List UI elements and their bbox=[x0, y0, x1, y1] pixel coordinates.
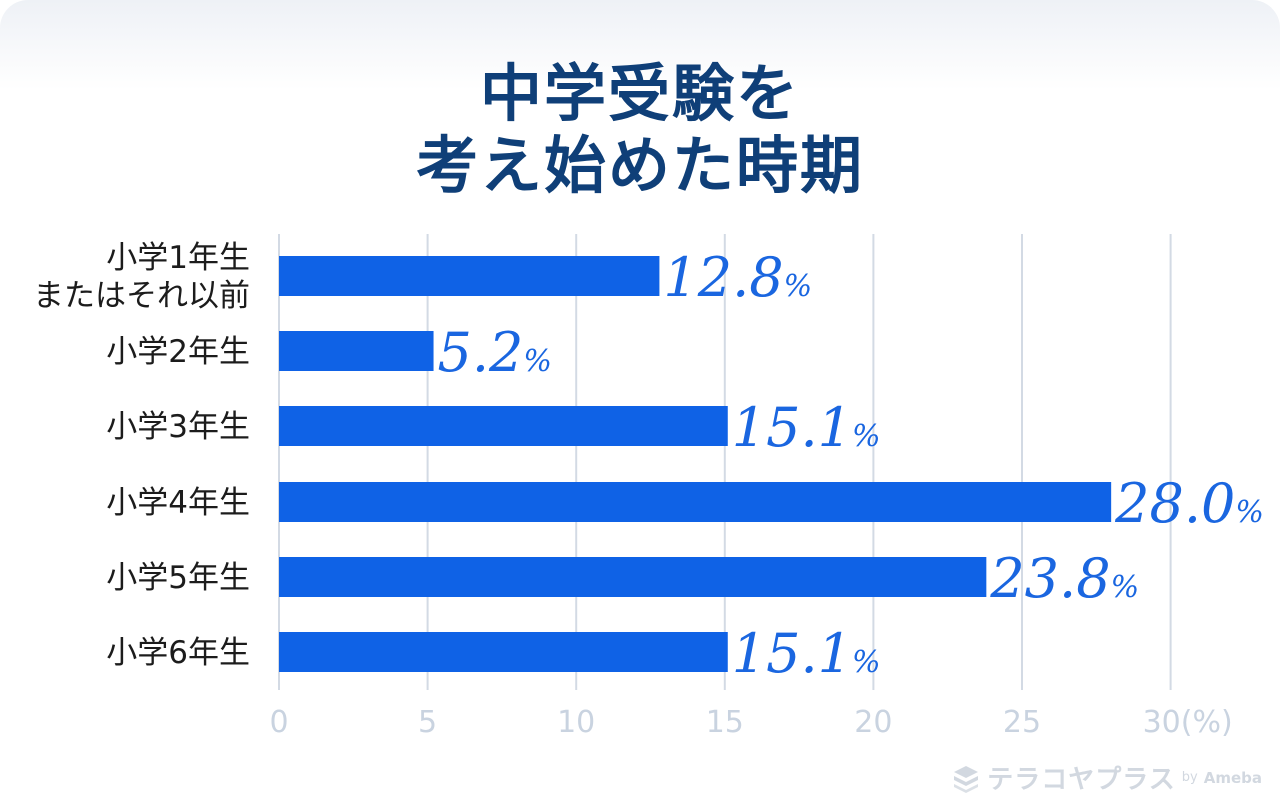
category-label: またはそれ以前 bbox=[33, 278, 250, 314]
data-label: 12.8% bbox=[663, 246, 812, 309]
data-label-unit: % bbox=[784, 269, 813, 304]
x-tick-label: 20 bbox=[854, 705, 892, 740]
bar bbox=[279, 557, 987, 597]
category-label: 小学1年生 bbox=[106, 240, 250, 276]
x-tick-label: 5 bbox=[418, 705, 437, 740]
chart-title-line-2: 考え始めた時期 bbox=[415, 129, 864, 202]
logo-brand: Ameba bbox=[1203, 768, 1262, 787]
chart-title-line-1: 中学受験を bbox=[479, 57, 800, 130]
logo-name: テラコヤプラス bbox=[987, 765, 1176, 795]
data-label-unit: % bbox=[523, 344, 552, 379]
bar bbox=[279, 482, 1112, 522]
category-label: 小学2年生 bbox=[106, 334, 250, 370]
x-tick-label: 25 bbox=[1003, 705, 1041, 740]
data-label: 23.8% bbox=[989, 547, 1139, 610]
data-label: 15.1% bbox=[732, 396, 881, 459]
chart-title: 中学受験を 考え始めた時期 bbox=[0, 58, 1280, 202]
bar bbox=[279, 406, 728, 446]
bar bbox=[279, 256, 660, 296]
x-tick-label: 0 bbox=[269, 705, 288, 740]
category-label: 小学3年生 bbox=[106, 409, 250, 445]
category-label: 小学4年生 bbox=[106, 485, 250, 521]
brand-logo: テラコヤプラス by Ameba bbox=[951, 759, 1262, 796]
bar bbox=[279, 331, 434, 371]
x-tick-label: 30(%) bbox=[1143, 705, 1233, 740]
x-tick-label: 15 bbox=[706, 705, 744, 740]
bar bbox=[279, 632, 728, 672]
data-label-unit: % bbox=[1235, 495, 1264, 530]
category-label: 小学5年生 bbox=[106, 560, 250, 596]
data-label: 15.1% bbox=[732, 622, 881, 685]
data-label-unit: % bbox=[852, 419, 881, 454]
data-label: 5.2% bbox=[438, 321, 552, 384]
logo-by: by bbox=[1181, 770, 1198, 785]
data-label-unit: % bbox=[1111, 570, 1140, 605]
x-tick-label: 10 bbox=[557, 705, 595, 740]
data-label: 28.0% bbox=[1114, 472, 1264, 535]
category-label: 小学6年生 bbox=[106, 635, 250, 671]
data-label-unit: % bbox=[852, 645, 881, 680]
stacked-layers-icon bbox=[954, 765, 979, 793]
